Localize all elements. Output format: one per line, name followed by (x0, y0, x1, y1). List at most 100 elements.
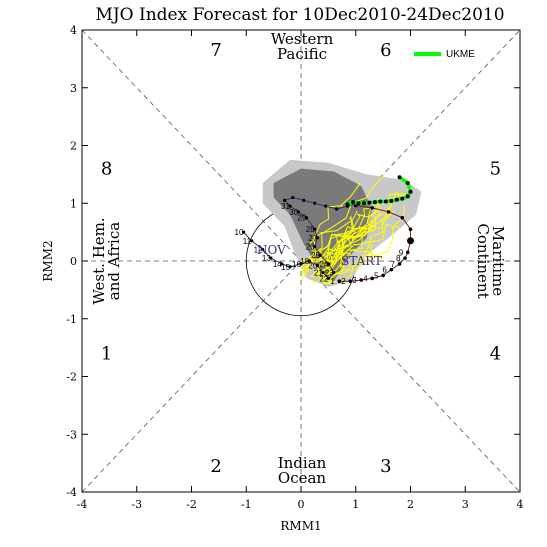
y-tick-label: 0 (70, 255, 77, 268)
ukme-forecast-point (405, 181, 410, 186)
analysis-label: 15 (281, 263, 290, 272)
ukme-forecast-point (378, 199, 383, 204)
observed-point (403, 256, 407, 260)
analysis-point (307, 259, 311, 263)
ukme-forecast-point (408, 189, 413, 194)
analysis-label: 20 (308, 262, 317, 271)
region-top-line2: Pacific (277, 45, 327, 63)
nov-annotation: NOV (257, 243, 286, 257)
x-tick-label: -1 (241, 498, 252, 511)
observed-label: 6 (382, 266, 387, 275)
analysis-point (288, 204, 292, 208)
phase-label-2: 2 (210, 456, 221, 477)
region-left-line1: West. Hem. (90, 217, 108, 304)
analysis-point (241, 230, 246, 234)
analysis-point (334, 207, 339, 211)
y-tick-label: -4 (66, 486, 77, 499)
analysis-point (326, 262, 330, 266)
phase-label-1: 1 (101, 343, 112, 364)
ensemble-member-line (303, 198, 379, 278)
y-tick-label: -3 (66, 428, 77, 441)
phase-label-8: 8 (101, 159, 112, 180)
region-right-line2: Continent (474, 223, 492, 298)
chart-title: MJO Index Forecast for 10Dec2010-24Dec20… (95, 5, 504, 25)
x-tick-label: 3 (462, 498, 469, 511)
ensemble-member-line (326, 210, 358, 269)
phase-label-3: 3 (380, 456, 391, 477)
analysis-point (313, 244, 317, 249)
analysis-point (324, 204, 328, 208)
analysis-point (299, 262, 303, 266)
ensemble-member-line (306, 182, 361, 263)
ensemble-member-line (315, 210, 395, 276)
ensemble-member-line (313, 226, 374, 283)
x-tick-label: 0 (298, 498, 305, 511)
observed-point (370, 276, 374, 281)
observed-label: 5 (374, 271, 379, 280)
ensemble-member-line (327, 250, 385, 275)
analysis-label: 18 (300, 257, 309, 266)
ensemble-member-line (301, 220, 351, 280)
ukme-forecast-point (356, 201, 361, 206)
ensemble-member-tracks (301, 173, 406, 285)
observed-label: 7 (391, 260, 396, 269)
analysis-label: 12 (254, 245, 263, 254)
ukme-forecast-track (345, 175, 413, 207)
observed-point (408, 227, 413, 232)
ukme-forecast-point (361, 201, 366, 206)
ukme-forecast-point (383, 199, 388, 204)
ukme-forecast-point (351, 200, 356, 205)
observed-label: 4 (363, 274, 368, 283)
analysis-label: 16 (292, 260, 301, 269)
analysis-line (243, 196, 359, 280)
start-annotation: START (341, 254, 382, 268)
region-bottom-line1: Indian (278, 454, 327, 472)
region-left-line2: and Africa (105, 222, 123, 300)
analysis-label: 24 (319, 260, 328, 269)
analysis-point (332, 270, 336, 275)
region-top-line1: Western (271, 30, 334, 48)
phase-label-6: 6 (380, 40, 391, 61)
analysis-label: 22 (319, 274, 328, 283)
analysis-point (326, 276, 330, 280)
x-tick-label: -4 (77, 498, 88, 511)
analysis-point (318, 253, 322, 257)
x-tick-label: 2 (407, 498, 414, 511)
analysis-point (288, 265, 292, 269)
forecast-start-point (407, 237, 414, 245)
region-label-left: West. Hem. and Africa (90, 217, 123, 304)
y-axis-label: RMM2 (41, 240, 55, 281)
analysis-label: 13 (262, 254, 271, 263)
region-label-top: Western Pacific (271, 30, 334, 63)
analysis-label: 10 (235, 228, 244, 237)
ukme-forecast-point (345, 202, 350, 207)
ukme-forecast-point (367, 200, 372, 205)
analysis-label: 25 (311, 251, 320, 260)
observed-point (386, 210, 391, 214)
analysis-point (315, 264, 320, 268)
observed-label: 3 (352, 276, 357, 285)
y-tick-label: 2 (70, 140, 77, 153)
analysis-point (313, 201, 317, 205)
y-tick-label: -1 (66, 313, 77, 326)
analysis-label: 14 (273, 260, 282, 269)
observed-label: 1 (330, 277, 335, 286)
region-label-right: Maritime Continent (474, 223, 507, 298)
ensemble-member-line (323, 223, 402, 284)
observed-label: 8 (396, 254, 401, 263)
observed-point (405, 250, 410, 255)
analysis-label: 23 (325, 269, 334, 278)
analysis-point (269, 256, 273, 260)
ukme-forecast-point (405, 194, 410, 199)
region-bottom-line2: Ocean (278, 469, 327, 487)
phase-label-5: 5 (490, 159, 501, 180)
observed-point (397, 262, 402, 266)
phase-label-4: 4 (490, 343, 501, 364)
x-tick-label: -3 (131, 498, 142, 511)
ukme-forecast-point (394, 197, 399, 202)
